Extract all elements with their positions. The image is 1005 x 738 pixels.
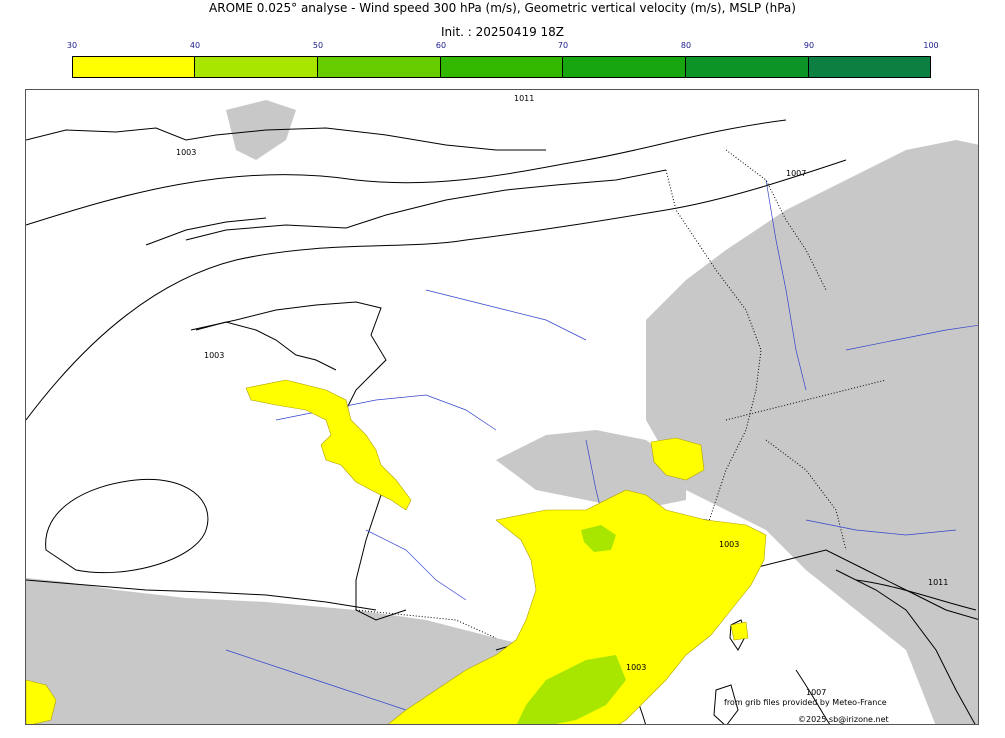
isobar xyxy=(26,159,847,421)
colorbar-tick: 50 xyxy=(312,41,324,50)
isobar xyxy=(26,119,787,226)
colorbar-segment xyxy=(563,56,686,78)
wind-zone-southwest-edge xyxy=(26,679,57,724)
wind-zone-alps-west xyxy=(650,437,705,481)
river-seine xyxy=(425,289,587,341)
river-danube xyxy=(845,324,978,351)
vv-zone-central xyxy=(496,430,686,510)
river-po xyxy=(805,519,957,536)
coast-corsica xyxy=(729,619,747,651)
wind-zone-corsica-patch xyxy=(730,621,749,641)
vv-zone-southwest xyxy=(26,578,546,724)
border-pyrenees xyxy=(355,609,497,639)
isobar-label: 1003 xyxy=(176,148,196,157)
isobar-label: 1011 xyxy=(514,94,534,103)
wind-zone-brittany-coast xyxy=(245,379,412,511)
border-italy xyxy=(765,439,847,551)
colorbar-segment xyxy=(809,56,931,78)
map-title: AROME 0.025° analyse - Wind speed 300 hP… xyxy=(209,1,796,15)
colorbar-segment xyxy=(318,56,441,78)
wind-zone-south-main xyxy=(388,489,767,724)
colorbar-tick: 80 xyxy=(680,41,692,50)
colorbar-segment xyxy=(686,56,809,78)
borders xyxy=(355,149,887,639)
colorbar-tick: 30 xyxy=(66,41,78,50)
colorbar-tick: 40 xyxy=(189,41,201,50)
border-swiss xyxy=(725,379,887,421)
border-germany xyxy=(725,149,827,291)
coast-iberia-north xyxy=(26,579,377,611)
coast-italy xyxy=(835,569,976,724)
weather-map: 1011 1007 1003 1003 1003 1003 1011 1007 … xyxy=(25,89,979,725)
colorbar-tick: 100 xyxy=(923,41,939,50)
isobar-label: 1011 xyxy=(928,578,948,587)
wind-zone-strong-1 xyxy=(516,655,626,724)
isobar xyxy=(855,579,977,611)
wind-shading xyxy=(26,379,767,724)
colorbar-tick: 70 xyxy=(557,41,569,50)
isobar-label: 1007 xyxy=(806,688,826,697)
wind-zone-strong-2 xyxy=(581,525,616,552)
isobar-labels: 1011 1007 1003 1003 1003 1003 1011 1007 xyxy=(176,94,948,697)
coast-cornwall xyxy=(145,217,267,246)
isobar xyxy=(45,478,209,574)
river-ebro xyxy=(225,649,407,711)
isobar xyxy=(795,669,831,724)
river-garonne xyxy=(365,529,467,601)
map-canvas: 1011 1007 1003 1003 1003 1003 1011 1007 xyxy=(26,94,978,724)
isobar-label: 1003 xyxy=(626,663,646,672)
isobar-label: 1003 xyxy=(204,351,224,360)
coast-brittany xyxy=(195,321,337,371)
isobar-label: 1003 xyxy=(719,540,739,549)
data-source-credit: from grib files provided by Meteo-France xyxy=(724,698,887,707)
border-france-east xyxy=(665,169,762,591)
vv-zone-east xyxy=(646,140,978,724)
colorbar-segment xyxy=(195,56,318,78)
vv-zone-belgium xyxy=(726,250,836,330)
coast-sardinia xyxy=(713,684,739,724)
coast-britain xyxy=(26,127,546,151)
colorbar-tick: 60 xyxy=(435,41,447,50)
colorbar-tick: 90 xyxy=(803,41,815,50)
coast-channel xyxy=(185,169,667,241)
colorbar-segment xyxy=(72,56,195,78)
colorbar-segment xyxy=(441,56,563,78)
isobar-label: 1007 xyxy=(786,169,806,178)
vertical-velocity-shading xyxy=(26,100,978,724)
copyright: ©2025 sb@irizone.net xyxy=(798,715,889,724)
init-time: Init. : 20250419 18Z xyxy=(440,25,565,39)
river-rhine xyxy=(765,179,807,391)
